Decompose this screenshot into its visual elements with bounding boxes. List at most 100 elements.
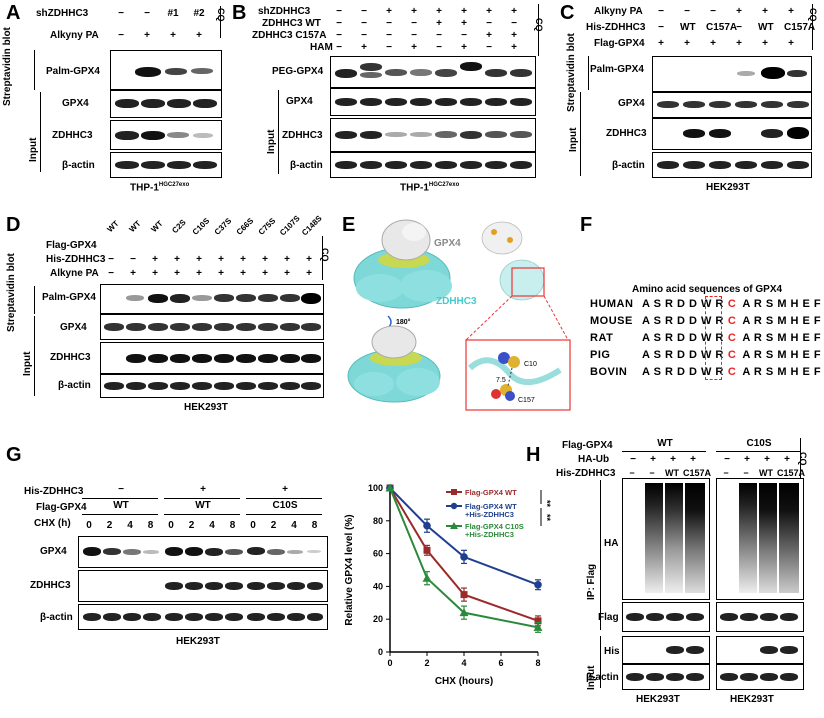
seq-after: A R S M H E F <box>742 366 822 378</box>
blot-label: β-actin <box>62 160 95 171</box>
y-tick-label: 60 <box>373 549 383 559</box>
data-point <box>460 553 468 561</box>
data-point <box>423 521 431 530</box>
lane-marker: + <box>690 454 696 465</box>
lane-marker: + <box>174 268 180 279</box>
blot-flag-wt <box>622 602 710 632</box>
blot-label: GPX4 <box>40 546 67 557</box>
series-line <box>389 487 539 629</box>
cell-caption-d: HEK293T <box>184 402 228 413</box>
label-chx-g: CHX (h) <box>34 518 71 529</box>
lane-marker: + <box>744 454 750 465</box>
bracket-input-a <box>40 92 41 172</box>
lane-marker: − <box>336 42 342 53</box>
lane-marker: + <box>670 454 676 465</box>
row-d-cols: WT WT WT C2S C10S C37S C66S C75S C107S C148S <box>100 214 323 250</box>
legend-marker <box>450 502 458 510</box>
label-rotation: 180° <box>396 318 411 326</box>
lane-marker: 4 <box>127 520 133 531</box>
blot-label: ZDHHC3 <box>606 128 647 139</box>
y-tick-label: 80 <box>373 516 383 526</box>
lane-marker: − <box>108 254 114 265</box>
label-zdhhc3-e: ZDHHC3 <box>436 296 477 307</box>
label-c157: C157 <box>518 397 535 404</box>
blot-label: Palm-GPX4 <box>590 64 644 75</box>
row-b-2: − − − − + + − − <box>332 18 532 30</box>
bracket-h <box>800 438 801 478</box>
label-shzdhhc3: shZDHHC3 <box>36 8 89 19</box>
y-tick-label: 20 <box>373 614 383 624</box>
lane-marker: + <box>284 254 290 265</box>
label-his-d: His-ZDHHC3 <box>46 254 106 265</box>
blot-gpx4-g <box>78 536 328 568</box>
group-input-d: Input <box>22 351 33 376</box>
legend-label-line: Flag-GPX4 WT <box>465 488 517 497</box>
group-flag-marker: C10S <box>272 500 298 511</box>
lane-marker: − <box>386 42 392 53</box>
blot-label: Flag <box>598 612 619 623</box>
blot-peg-gpx4-b <box>330 56 536 88</box>
lane-marker: + <box>284 268 290 279</box>
x-tick-label: 2 <box>424 658 429 668</box>
lane-marker: + <box>762 38 768 49</box>
seq-before: A S R D D W R <box>642 332 724 344</box>
bracket-input-c <box>580 92 581 176</box>
cell-caption-a: THP-1HGC27exo <box>130 182 190 194</box>
seq-after: A R S M H E F <box>742 332 822 344</box>
lane-marker: C157A <box>784 22 816 33</box>
lane-marker: C10S <box>190 216 212 237</box>
y-axis-label: Relative GPX4 level (%) <box>344 514 355 625</box>
legend-marker <box>451 489 457 495</box>
blot-flag-c10s <box>716 602 804 632</box>
label-alkyne-c: Alkyny PA <box>594 6 643 17</box>
cell-caption-g: HEK293T <box>176 636 220 647</box>
lane-marker: + <box>306 268 312 279</box>
lane-marker: 2 <box>106 520 113 531</box>
blot-zdhhc3-g <box>78 570 328 602</box>
blot-label: GPX4 <box>618 98 645 109</box>
lane-marker: + <box>196 30 202 41</box>
lane-marker: C148S <box>300 213 324 238</box>
group-flag-marker: WT <box>113 500 129 511</box>
lane-marker: − <box>411 30 417 41</box>
bracket-input-b <box>278 90 279 174</box>
lane-marker: C2S <box>170 217 188 236</box>
lane-marker: 4 <box>209 520 215 531</box>
label-his-h: His-ZDHHC3 <box>556 468 616 479</box>
lane-marker: + <box>650 454 656 465</box>
seq-after: A R S M H E F <box>742 298 822 310</box>
bracket-b <box>538 4 539 56</box>
bracket-input-d <box>34 316 35 396</box>
complex-bottom <box>347 325 441 403</box>
lane-marker: − <box>736 22 742 33</box>
group-line <box>622 451 706 452</box>
bracket-a <box>220 6 221 38</box>
group-his-marker: + <box>200 484 206 495</box>
structure-illustration: GPX4 ZDHHC3 180° C10 7.5 C157 <box>347 219 571 411</box>
lane-marker: − <box>511 18 517 29</box>
lane-marker: − <box>629 468 635 478</box>
seq-before: A S R D D W R <box>642 315 724 327</box>
seq-before: A S R D D W R <box>642 366 724 378</box>
group-flag-marker: WT <box>195 500 211 511</box>
blot-label: ZDHHC3 <box>52 130 93 141</box>
zoom-box <box>511 267 545 297</box>
lane-marker: + <box>658 38 664 49</box>
lane-marker: C157A <box>776 468 805 478</box>
blot-label: Palm-GPX4 <box>46 66 100 77</box>
lane-marker: C107S <box>278 213 302 238</box>
blot-zdhhc3-c <box>652 118 812 150</box>
group-line <box>164 498 240 499</box>
bracket-stv-c <box>588 56 589 90</box>
x-tick-label: 8 <box>535 658 540 668</box>
seq-title: Amino acid sequences of GPX4 <box>632 284 783 295</box>
lane-marker: WT <box>127 218 143 235</box>
lane-marker: − <box>336 6 342 17</box>
highlight-box <box>705 296 722 380</box>
lane-marker: #2 <box>193 8 205 19</box>
panel-letter-d: D <box>6 214 21 236</box>
lane-marker: + <box>736 6 742 17</box>
label-flag-h: Flag-GPX4 <box>562 440 613 451</box>
data-point <box>534 580 542 589</box>
